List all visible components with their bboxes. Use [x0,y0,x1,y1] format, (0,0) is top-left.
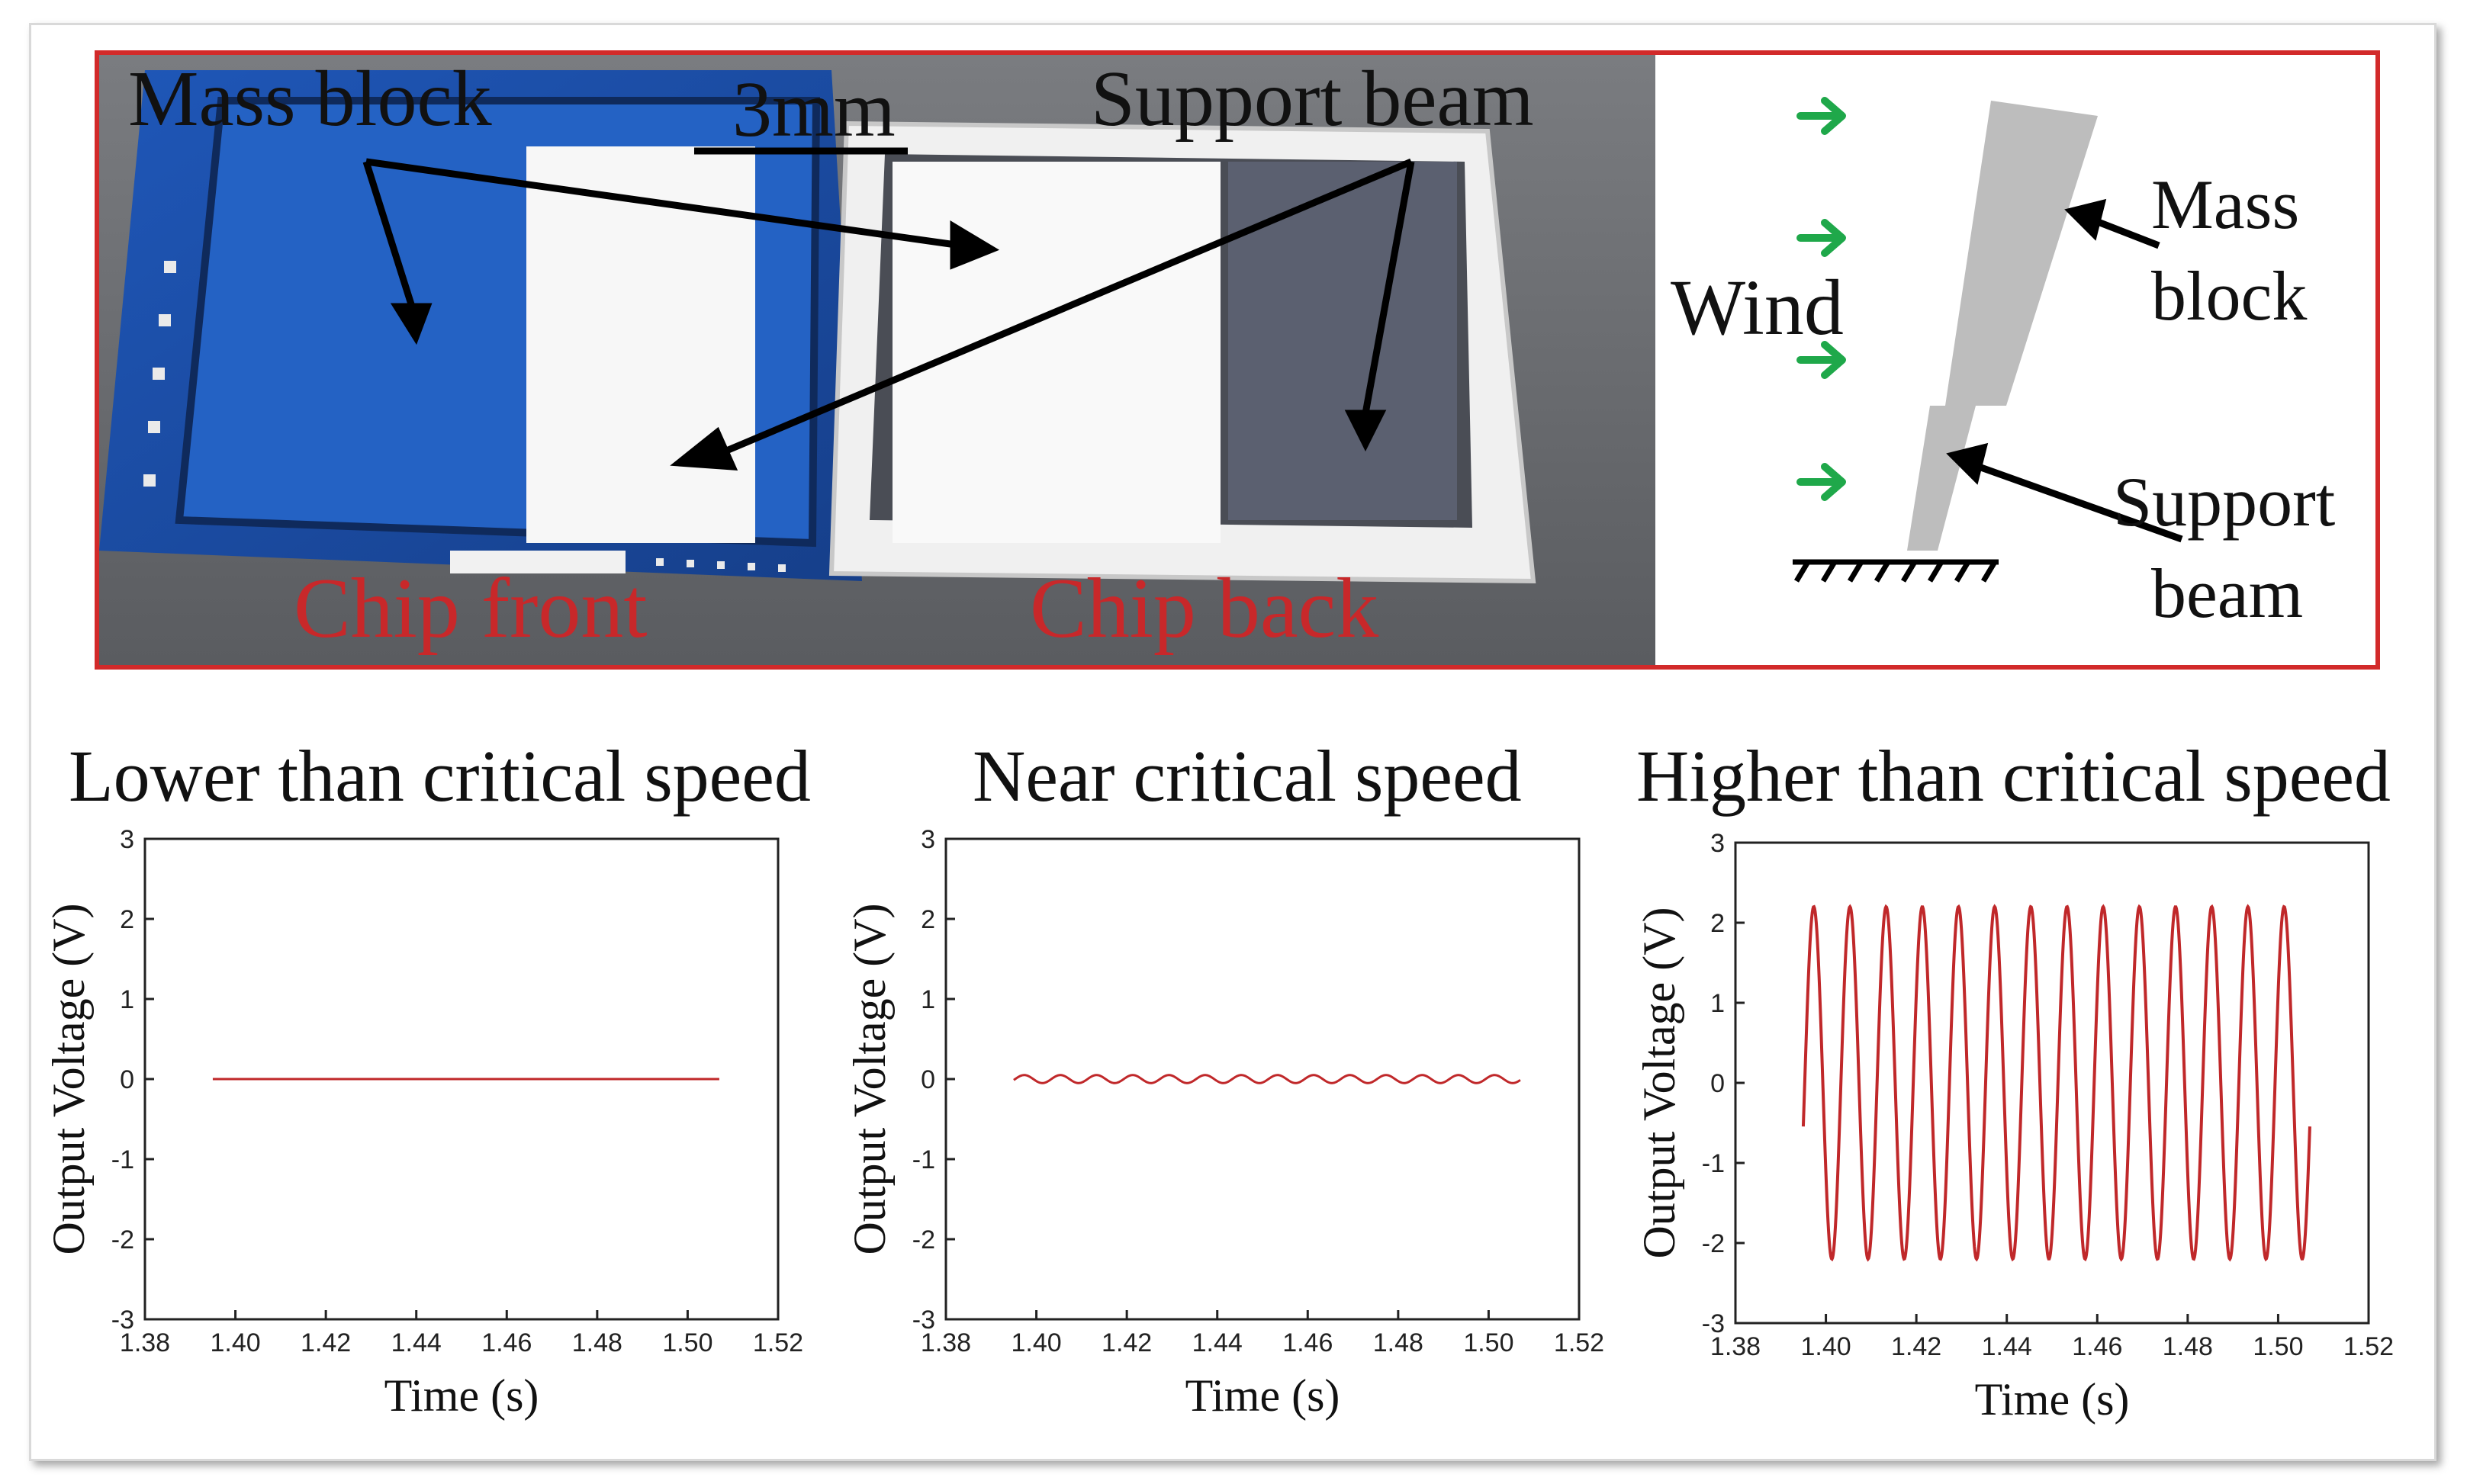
plot-lower: 1.38 1.40 1.42 1.44 1.46 1.48 1.50 1.52 3 2 1 0 -1 -2… [43,825,803,1421]
x-tick-label: 1.42 [301,1328,351,1357]
x-tick-label: 1.38 [120,1328,170,1357]
schematic-mass-label-2: block [2151,257,2308,335]
y-tick-label: 2 [120,905,134,934]
plot-title-higher: Higher than critical speed [1636,735,2391,817]
x-tick-label: 1.48 [1373,1328,1423,1357]
chip-front-dots [143,261,786,572]
x-tick-label: 1.46 [2072,1332,2122,1361]
plot-title-lower: Lower than critical speed [69,735,811,817]
x-tick-label: 1.52 [753,1328,803,1357]
chip-front-pad [450,551,626,573]
wind-arrows [1796,97,1846,501]
y-tick-label: -2 [912,1225,935,1254]
x-axis-title: Time (s) [384,1370,539,1421]
x-tick-label: 1.52 [2343,1332,2394,1361]
support-beam-label: Support beam [1091,55,1534,143]
beam-schematic [1655,55,2375,665]
signal-series-line [1801,904,2311,1262]
x-axis-title: Time (s) [1185,1370,1340,1421]
schematic-mass-label-1: Mass [2151,165,2300,243]
x-tick-label: 1.50 [2253,1332,2303,1361]
y-tick-label: 0 [921,1065,935,1094]
plot-near: 1.38 1.40 1.42 1.44 1.46 1.48 1.50 1.52 3 2 1 0 -1 -2… [844,825,1604,1421]
x-tick-label: 1.38 [1710,1332,1761,1361]
x-tick-label: 1.44 [1982,1332,2032,1361]
schematic-arrows [1946,198,2183,543]
y-tick-label: 3 [921,825,935,854]
x-tick-label: 1.50 [1463,1328,1513,1357]
y-tick-label: 0 [120,1065,134,1094]
y-tick-label: 1 [921,985,935,1014]
chip-back-beam [1228,162,1457,520]
x-tick-label: 1.44 [1192,1328,1243,1357]
chip-front-label: Chip front [294,561,648,656]
y-tick-label: 0 [1710,1069,1725,1098]
y-tick-label: -2 [1702,1229,1725,1258]
y-tick-label: -3 [912,1306,935,1335]
chip-back-window [893,162,1221,543]
plot-title-near: Near critical speed [973,735,1522,817]
photo-panel: Mass block 3mm Support beam Chip front C… [95,50,2380,670]
x-tick-label: 1.50 [662,1328,712,1357]
wind-label: Wind [1671,264,1844,352]
plot-higher: 1.38 1.40 1.42 1.44 1.46 1.48 1.50 1.52 3 2 1 0 -1 -2… [1634,829,2394,1425]
x-tick-label: 1.40 [210,1328,260,1357]
y-tick-label: -2 [111,1225,134,1254]
x-tick-label: 1.48 [572,1328,622,1357]
beam-shape [1907,101,2098,551]
pointer-arrows [362,158,1415,471]
x-axis-title: Time (s) [1975,1374,2130,1425]
y-axis-title: Output Voltage (V) [844,903,895,1254]
y-axis-title: Output Voltage (V) [1634,907,1684,1258]
schematic-beam-label-2: beam [2151,554,2304,632]
x-tick-label: 1.46 [1282,1328,1333,1357]
scale-bar-label: 3mm [732,66,896,153]
x-tick-label: 1.48 [2163,1332,2213,1361]
x-tick-label: 1.42 [1891,1332,1941,1361]
y-tick-label: 3 [120,825,134,854]
signal-series-line [1013,1074,1521,1084]
chip-back-label: Chip back [1030,561,1379,656]
mass-block-label: Mass block [128,55,492,143]
y-tick-label: -1 [912,1145,935,1174]
y-tick-label: 1 [1710,989,1725,1018]
y-tick-label: -3 [1702,1309,1725,1338]
x-tick-label: 1.52 [1554,1328,1604,1357]
x-tick-label: 1.38 [921,1328,971,1357]
y-tick-label: 2 [921,905,935,934]
y-tick-label: -3 [111,1306,134,1335]
x-tick-label: 1.40 [1011,1328,1061,1357]
y-tick-label: -1 [111,1145,134,1174]
x-tick-label: 1.40 [1800,1332,1851,1361]
y-tick-label: 2 [1710,909,1725,938]
x-tick-label: 1.44 [391,1328,442,1357]
x-tick-label: 1.42 [1102,1328,1152,1357]
ground-hatch [1793,559,1999,583]
chip-photo [99,55,1655,665]
x-tick-label: 1.46 [481,1328,532,1357]
y-tick-label: -1 [1702,1149,1725,1178]
schematic-beam-label-1: Support [2113,463,2336,541]
y-tick-label: 3 [1710,829,1725,858]
chip-front-window [526,146,755,543]
y-axis-title: Output Voltage (V) [43,903,94,1254]
y-tick-label: 1 [120,985,134,1014]
